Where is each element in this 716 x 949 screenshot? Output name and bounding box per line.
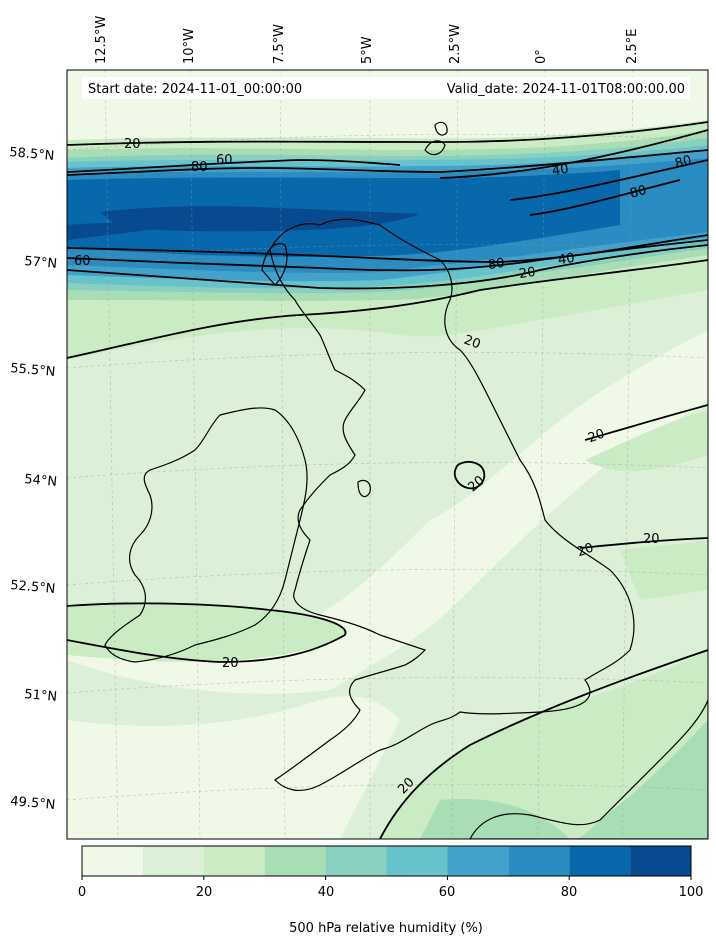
filled-band-10-20 (67, 270, 708, 839)
lon-tick-label: 7.5°W (272, 24, 287, 64)
colorbar-tick-label: 80 (561, 885, 578, 900)
contour-20-mid (67, 259, 708, 359)
colorbar-tick-label: 0 (78, 885, 86, 900)
lon-tick-label: 12.5°W (94, 16, 109, 64)
contour-20-circle (453, 460, 486, 490)
filled-band-90-100-b (67, 222, 170, 240)
lon-tick-label: 10°W (182, 28, 197, 64)
contour-label: 20 (222, 656, 239, 671)
colorbar-segment (325, 846, 387, 876)
coastline-ireland (104, 407, 308, 663)
lon-tick-label: 5°W (360, 36, 375, 64)
coastline-orkney (424, 140, 446, 156)
contour-label: 20 (575, 540, 596, 560)
coastline-hebrides (261, 243, 288, 286)
coastline-france (469, 699, 708, 839)
colorbar-tick-label: 60 (439, 885, 456, 900)
lon-tick-label: 2.5°W (448, 24, 463, 64)
filled-band-20-30-channel (380, 650, 708, 839)
contour-20-north (67, 121, 708, 146)
contour-label: 20 (643, 532, 660, 547)
contour-80-mid (529, 179, 681, 216)
header-box (82, 77, 690, 99)
contour-label: 20 (586, 426, 607, 446)
contour-label: 40 (551, 162, 569, 179)
lat-tick-label: 51°N (24, 687, 58, 705)
start-date-text: Start date: 2024-11-01_00:00:00 (88, 82, 302, 97)
contour-60-north (67, 159, 401, 173)
colorbar: 0 20 40 60 80 100 500 hPa relative humid… (78, 845, 704, 936)
longitude-tick-labels: 12.5°W 10°W 7.5°W 5°W 2.5°W 0° 2.5°E (94, 16, 640, 64)
contour-40-south (67, 244, 708, 290)
contour-80-east (509, 159, 708, 201)
colorbar-segment (142, 846, 204, 876)
contour-label: 80 (628, 183, 648, 202)
colorbar-segment (630, 846, 691, 876)
contour-label: 20 (124, 137, 141, 152)
filled-band-30-40-channel (575, 720, 708, 839)
contour-40-east (439, 129, 708, 179)
contour-label: 80 (673, 153, 693, 172)
lon-tick-label: 0° (534, 49, 549, 64)
colorbar-segment (569, 846, 631, 876)
contour-20-ireland-north (67, 602, 347, 636)
coastlines (104, 121, 708, 839)
contour-20-ireland-south (67, 634, 346, 663)
contour-lines (67, 121, 708, 839)
contour-label: 20 (462, 333, 483, 353)
contour-label: 60 (74, 254, 91, 269)
map-plot-area (67, 70, 708, 839)
filled-band-30-40-south (420, 799, 570, 839)
colorbar-title: 500 hPa relative humidity (%) (289, 921, 483, 936)
contour-labels: 20 60 80 60 40 80 80 80 20 40 20 20 20 2… (74, 137, 693, 797)
contour-20-channel (379, 649, 708, 839)
filled-band-90-100 (100, 206, 420, 232)
colorbar-tick-label: 100 (679, 885, 704, 900)
latitude-tick-labels: 58.5°N 57°N 55.5°N 54°N 52.5°N 51°N 49.5… (9, 145, 58, 813)
colorbar-segment (447, 846, 509, 876)
colorbar-frame (81, 845, 692, 877)
lat-tick-label: 49.5°N (10, 794, 56, 813)
filled-band-20-30-southeast (620, 540, 708, 600)
colorbar-segment (203, 846, 265, 876)
lat-tick-label: 57°N (24, 254, 58, 272)
lat-tick-label: 55.5°N (10, 361, 56, 380)
coastline-great-britain (269, 218, 635, 792)
colorbar-segment (386, 846, 448, 876)
valid-date-text: Valid_date: 2024-11-01T08:00:00.00 (447, 82, 685, 97)
lon-tick-label: 2.5°E (625, 29, 640, 64)
lat-tick-label: 58.5°N (9, 145, 55, 164)
colorbar-segment (264, 846, 326, 876)
filled-band-20-30-east (585, 410, 708, 472)
coastline-shetland (434, 121, 448, 136)
colorbar-tick-label: 20 (196, 885, 213, 900)
map-frame (66, 69, 709, 840)
colorbar-segment (508, 846, 570, 876)
contour-20-se (579, 537, 708, 549)
lat-tick-label: 54°N (24, 472, 58, 490)
contour-label: 40 (557, 251, 575, 268)
graticule (67, 70, 708, 839)
contour-label: 80 (191, 160, 208, 175)
contour-label: 20 (518, 265, 536, 282)
colorbar-segment (82, 846, 143, 876)
contour-label: 80 (487, 256, 505, 273)
coastline-isle-of-man (357, 479, 371, 498)
contour-60-south (67, 239, 708, 272)
lat-tick-label: 52.5°N (10, 578, 56, 597)
contour-label: 60 (216, 153, 233, 168)
colorbar-tick-label: 40 (318, 885, 335, 900)
contour-80-north (67, 149, 708, 176)
filled-band-0-10-south (67, 696, 400, 839)
contour-20-east (584, 404, 708, 441)
